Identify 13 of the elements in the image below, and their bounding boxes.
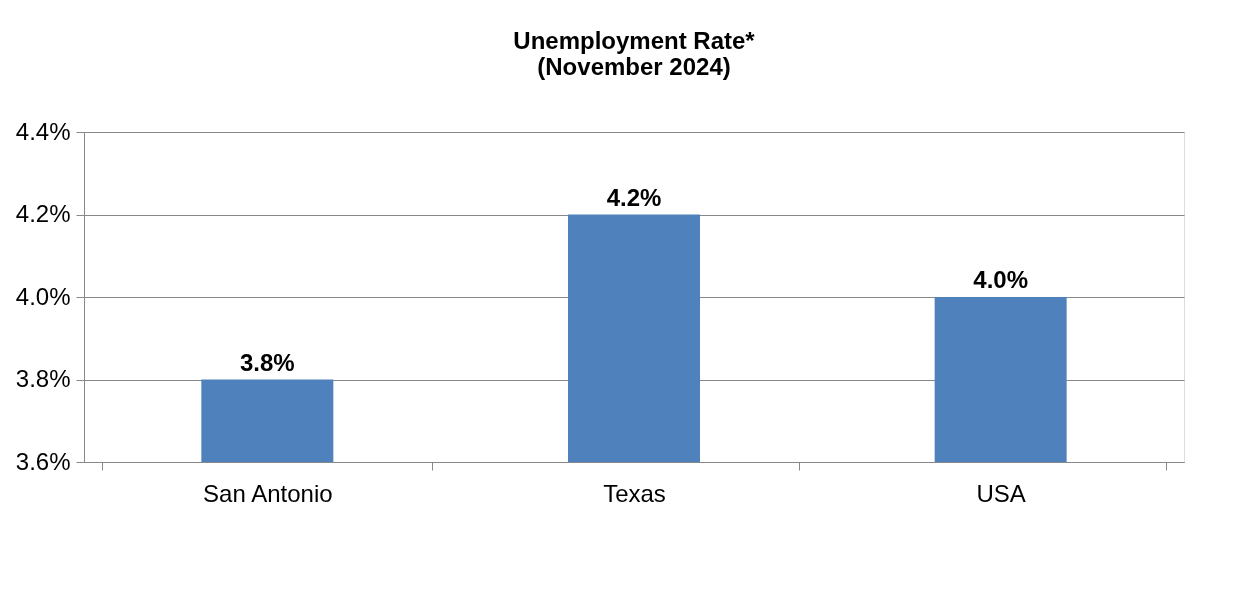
text: (November 2024) — [537, 53, 731, 80]
text: Unemployment Rate* — [513, 27, 755, 54]
data-label: 4.2% — [606, 183, 662, 211]
data-label: 3.8% — [239, 348, 295, 376]
x-tick-label: San Antonio — [203, 479, 333, 507]
y-tick-label: 3.8% — [15, 365, 71, 392]
y-tick-label: 4.0% — [15, 282, 71, 310]
x-tick-label: Texas — [603, 479, 666, 507]
y-tick-label: 4.4% — [15, 117, 71, 145]
y-tick-label: 3.6% — [15, 447, 71, 475]
data-label: 4.0% — [973, 266, 1029, 293]
y-tick-label: 4.2% — [15, 200, 71, 227]
x-tick-label: USA — [976, 479, 1026, 507]
